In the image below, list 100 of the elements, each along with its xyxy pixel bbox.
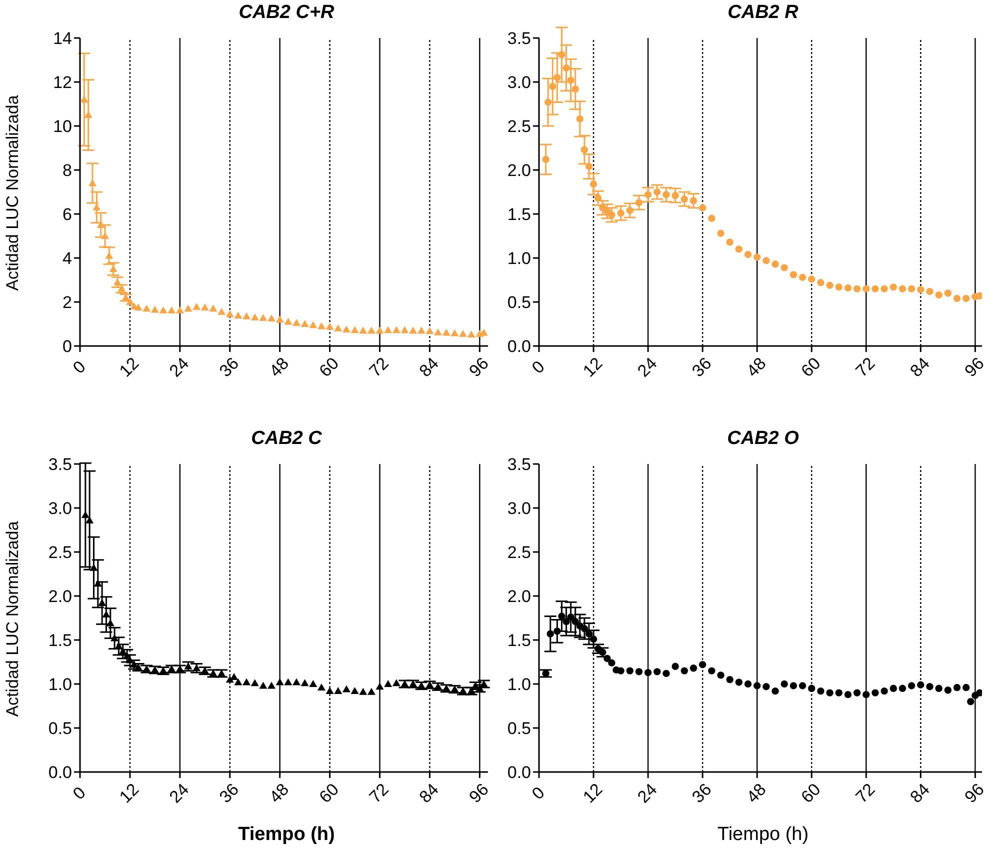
x-tick-label: 96 <box>961 780 988 807</box>
point <box>817 687 824 695</box>
point <box>672 662 679 670</box>
point <box>872 285 879 292</box>
x-tick-label: 0 <box>528 783 548 804</box>
point <box>567 76 574 84</box>
point <box>250 313 259 320</box>
point <box>698 661 706 668</box>
point <box>86 516 94 524</box>
point <box>717 672 724 679</box>
y-tick-label: 1.5 <box>507 205 531 224</box>
point <box>772 260 779 268</box>
point <box>184 304 192 312</box>
y-tick-label: 2.0 <box>507 161 531 180</box>
point <box>935 684 942 692</box>
chart-title: CAB2 C <box>250 428 323 450</box>
y-tick-label: 2.5 <box>507 117 531 136</box>
point <box>826 282 834 289</box>
point <box>790 682 798 690</box>
point <box>567 614 574 621</box>
point <box>594 194 602 202</box>
point <box>585 630 593 638</box>
point <box>450 329 459 336</box>
point <box>753 682 761 690</box>
point <box>908 682 916 690</box>
point <box>672 192 679 200</box>
x-tick-label: 36 <box>688 780 716 807</box>
y-tick-label: 1.5 <box>48 631 72 650</box>
point <box>367 326 376 334</box>
point <box>908 285 916 292</box>
point <box>242 678 251 686</box>
x-tick-label: 72 <box>366 354 392 381</box>
point <box>250 679 259 686</box>
x-tick-label: 24 <box>166 354 193 381</box>
y-tick-label: 3.5 <box>507 29 531 48</box>
point <box>110 634 119 642</box>
x-tick-label: 12 <box>116 354 143 381</box>
point <box>698 204 706 212</box>
point <box>268 314 276 322</box>
x-tick-label: 84 <box>906 354 934 381</box>
point <box>580 146 588 154</box>
point <box>98 599 106 606</box>
x-tick-label: 84 <box>906 780 934 807</box>
point <box>953 294 961 302</box>
x-tick-label: 72 <box>852 780 879 807</box>
x-tick-label: 60 <box>797 354 824 381</box>
point <box>334 324 342 332</box>
point <box>367 688 376 695</box>
point <box>644 668 652 676</box>
point <box>790 271 798 278</box>
x-tick-label: 72 <box>366 780 392 807</box>
x-tick-label: 48 <box>742 354 770 381</box>
x-tick-label: 12 <box>116 780 143 807</box>
x-tick-label: 60 <box>316 780 342 807</box>
point <box>798 274 806 281</box>
point <box>853 285 861 292</box>
point <box>542 156 550 164</box>
y-tick-label: 1.5 <box>507 631 531 650</box>
point <box>84 111 92 118</box>
point <box>159 306 168 314</box>
x-tick-label: 96 <box>961 354 988 381</box>
point <box>549 82 556 90</box>
point <box>434 328 442 336</box>
y-tick-label: 8 <box>62 161 72 180</box>
point <box>384 680 392 687</box>
point <box>309 321 318 328</box>
point <box>126 298 134 305</box>
point <box>114 642 123 650</box>
y-tick-label: 1.0 <box>507 249 531 268</box>
point <box>209 304 218 312</box>
point <box>542 670 550 678</box>
point <box>105 252 114 259</box>
y-tick-label: 1.0 <box>507 675 531 694</box>
y-tick-label: 3.0 <box>48 499 72 518</box>
point <box>744 680 752 688</box>
point <box>100 232 109 239</box>
point <box>835 283 842 291</box>
x-tick-label: 48 <box>266 780 293 807</box>
y-axis-title: Actidad LUC Normalizada <box>3 521 23 717</box>
point <box>753 254 761 261</box>
point <box>808 684 816 692</box>
y-tick-label: 2.5 <box>48 543 72 562</box>
point <box>817 279 824 286</box>
point <box>284 318 292 325</box>
point <box>81 511 90 518</box>
x-tick-label: 36 <box>216 354 243 381</box>
point <box>400 326 409 334</box>
x-tick-label: 12 <box>579 354 606 381</box>
y-tick-label: 0.0 <box>507 763 531 782</box>
point <box>953 684 961 692</box>
y-tick-label: 14 <box>53 29 72 48</box>
point <box>134 304 142 310</box>
point <box>862 690 870 698</box>
point <box>944 686 952 694</box>
point <box>976 689 982 696</box>
x-tick-label: 60 <box>797 780 824 807</box>
point <box>608 211 616 218</box>
point <box>259 682 268 689</box>
point <box>644 191 652 198</box>
y-tick-label: 3.5 <box>507 455 531 474</box>
